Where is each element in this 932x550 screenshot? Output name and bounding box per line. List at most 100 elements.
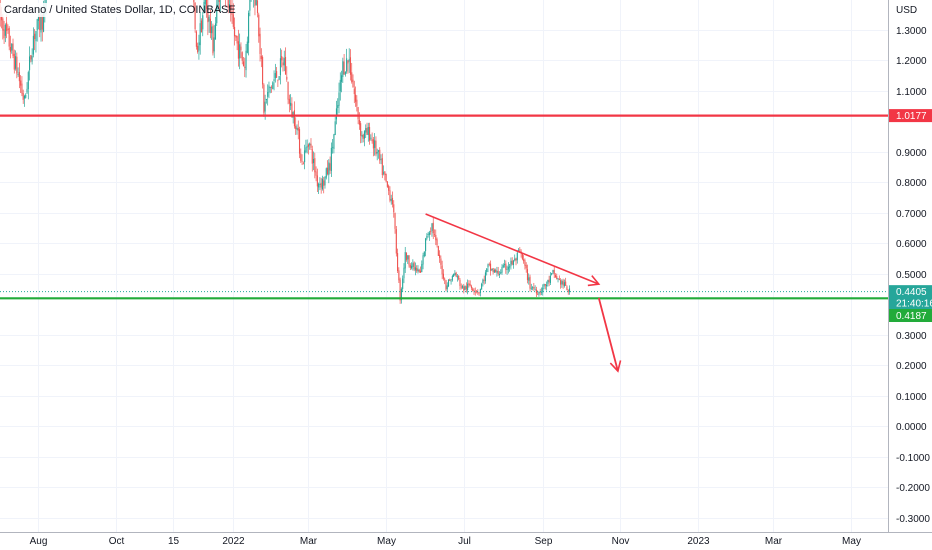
candle[interactable] <box>524 258 526 270</box>
candle[interactable] <box>34 29 36 51</box>
candle[interactable] <box>29 46 31 81</box>
candle[interactable] <box>334 116 336 136</box>
candle[interactable] <box>473 288 475 295</box>
candle[interactable] <box>558 275 560 281</box>
candle[interactable] <box>421 260 423 273</box>
candle[interactable] <box>290 94 292 111</box>
candle[interactable] <box>470 284 472 291</box>
candle[interactable] <box>375 136 377 157</box>
candle[interactable] <box>469 280 471 287</box>
candle[interactable] <box>337 98 339 117</box>
price-levels[interactable] <box>0 114 888 300</box>
candle[interactable] <box>500 269 502 275</box>
candles[interactable] <box>0 0 571 304</box>
candle[interactable] <box>339 72 341 101</box>
candle[interactable] <box>461 284 464 289</box>
candle[interactable] <box>419 266 422 273</box>
candle[interactable] <box>532 286 534 291</box>
candle[interactable] <box>232 3 234 30</box>
candle[interactable] <box>344 71 346 77</box>
candle[interactable] <box>259 27 261 62</box>
candle[interactable] <box>318 182 320 194</box>
candle[interactable] <box>218 0 220 12</box>
candle[interactable] <box>464 285 466 291</box>
candle[interactable] <box>521 253 523 261</box>
candle[interactable] <box>483 275 485 285</box>
candle[interactable] <box>255 0 257 6</box>
candle[interactable] <box>506 265 508 275</box>
candle[interactable] <box>330 142 332 178</box>
candle[interactable] <box>467 279 469 295</box>
candle[interactable] <box>338 82 340 114</box>
candle[interactable] <box>397 248 399 273</box>
candle[interactable] <box>423 251 425 258</box>
candle[interactable] <box>332 139 334 154</box>
candle[interactable] <box>287 81 289 105</box>
candle[interactable] <box>487 263 489 273</box>
candle[interactable] <box>15 50 17 71</box>
candle[interactable] <box>372 137 374 157</box>
candle[interactable] <box>6 14 8 39</box>
candle[interactable] <box>277 79 279 88</box>
candle[interactable] <box>388 184 390 196</box>
candle[interactable] <box>507 262 509 274</box>
candle[interactable] <box>312 151 315 171</box>
candle[interactable] <box>551 272 553 276</box>
candle[interactable] <box>310 138 312 151</box>
candle[interactable] <box>492 267 494 275</box>
candle[interactable] <box>202 11 204 37</box>
candle[interactable] <box>403 263 405 284</box>
candle[interactable] <box>9 35 12 59</box>
candle[interactable] <box>459 278 461 290</box>
candle[interactable] <box>533 282 535 291</box>
candle[interactable] <box>363 130 366 147</box>
candle[interactable] <box>194 2 196 33</box>
candle[interactable] <box>234 17 236 46</box>
candle[interactable] <box>475 290 478 294</box>
candle[interactable] <box>557 277 559 283</box>
candle[interactable] <box>484 270 486 284</box>
candle[interactable] <box>31 48 33 65</box>
candle[interactable] <box>468 280 470 288</box>
candle[interactable] <box>450 279 452 285</box>
candle[interactable] <box>17 67 19 77</box>
candle[interactable] <box>538 291 540 297</box>
candle[interactable] <box>427 231 429 238</box>
candle[interactable] <box>27 70 29 100</box>
candle[interactable] <box>491 268 493 272</box>
candle[interactable] <box>371 132 373 144</box>
candle[interactable] <box>488 262 490 267</box>
candle[interactable] <box>23 94 26 107</box>
candle[interactable] <box>385 173 387 183</box>
candle[interactable] <box>407 255 409 264</box>
candle[interactable] <box>445 279 447 292</box>
candle[interactable] <box>320 177 322 194</box>
candle[interactable] <box>305 139 307 154</box>
candle[interactable] <box>214 17 217 40</box>
candle[interactable] <box>316 168 318 193</box>
candle[interactable] <box>283 50 285 72</box>
candle[interactable] <box>413 261 415 272</box>
candle[interactable] <box>323 176 325 194</box>
candle[interactable] <box>453 273 455 278</box>
candle[interactable] <box>540 287 543 296</box>
candle[interactable] <box>481 282 483 290</box>
candle[interactable] <box>511 257 513 266</box>
candle[interactable] <box>281 49 283 68</box>
candle[interactable] <box>505 260 507 274</box>
candle[interactable] <box>30 54 32 63</box>
candle[interactable] <box>319 177 321 191</box>
candle[interactable] <box>244 57 246 78</box>
candle[interactable] <box>433 229 436 238</box>
candle[interactable] <box>525 262 527 273</box>
candle[interactable] <box>548 275 550 287</box>
candle[interactable] <box>8 26 10 51</box>
candle[interactable] <box>13 49 15 74</box>
candle[interactable] <box>351 62 353 84</box>
candle[interactable] <box>208 14 210 33</box>
candle[interactable] <box>216 0 218 26</box>
candle[interactable] <box>304 144 306 170</box>
candle[interactable] <box>237 29 239 67</box>
candle[interactable] <box>355 86 357 107</box>
candle[interactable] <box>356 95 358 112</box>
